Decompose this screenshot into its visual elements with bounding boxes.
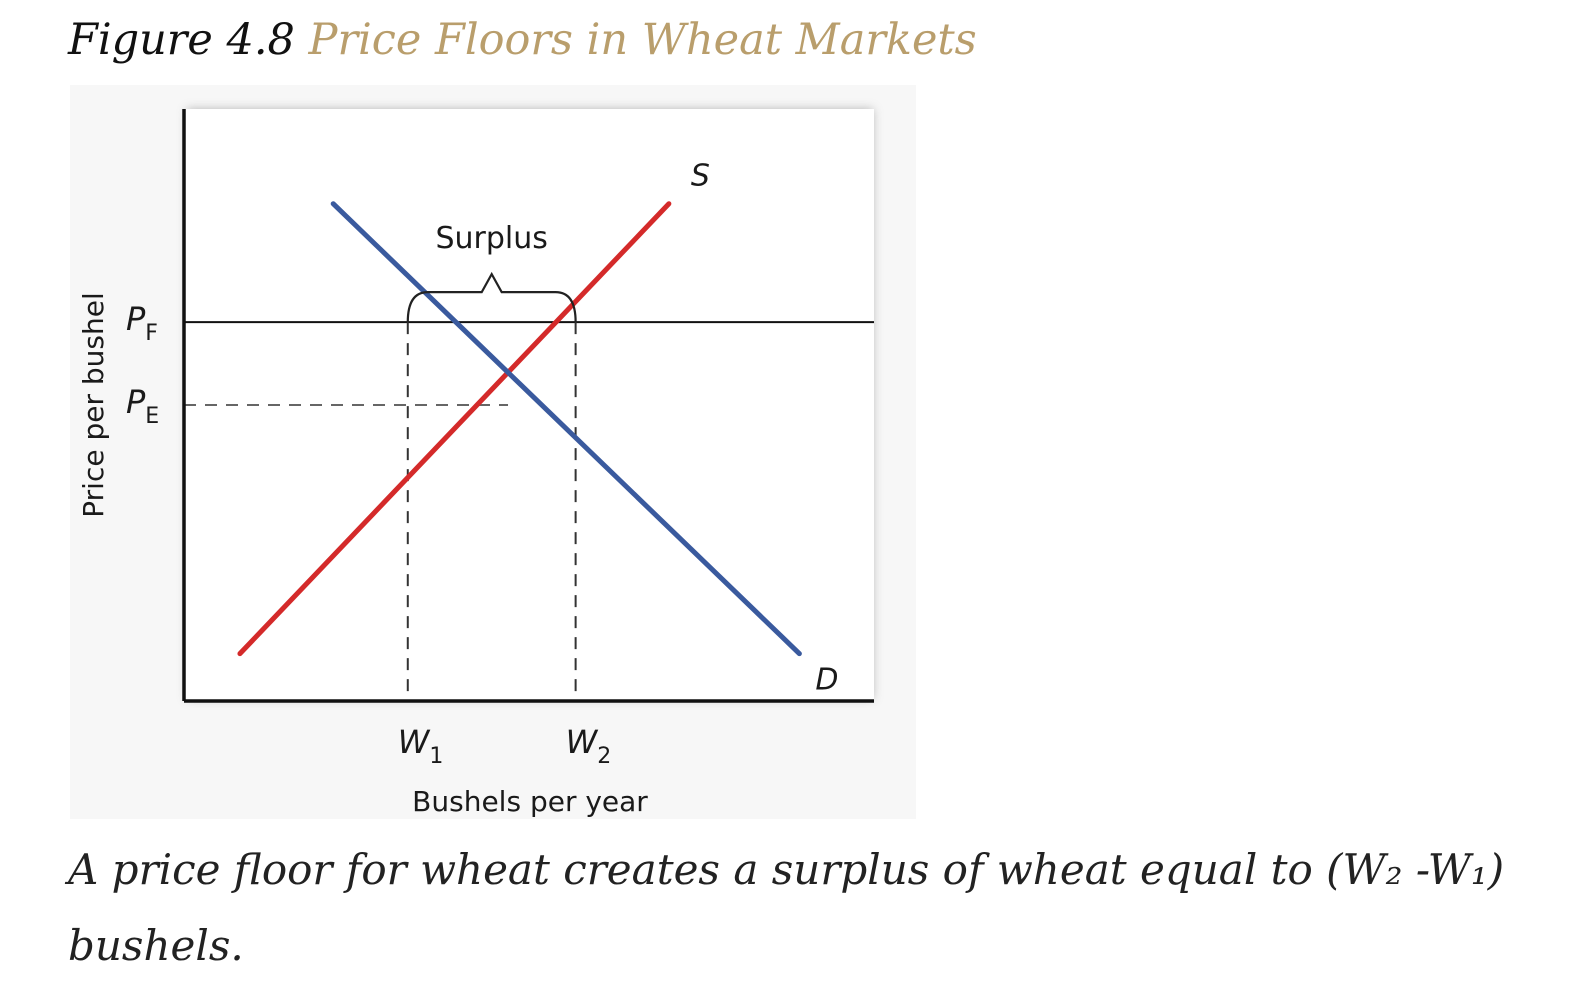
x-tick-label-w2: W2 — [566, 723, 612, 769]
surplus-brace — [406, 271, 577, 323]
y-tick-label-pf: PF — [126, 300, 158, 346]
x-tick-label-w1: W1 — [398, 723, 444, 769]
x-axis-label: Bushels per year — [412, 785, 648, 818]
y-axis-label: Price per bushel — [77, 292, 110, 517]
figure-caption: A price floor for wheat creates a surplu… — [68, 845, 1505, 970]
figure-heading: Figure 4.8 Price Floors in Wheat Markets — [68, 8, 977, 72]
y-tick-label-pe: PE — [126, 383, 159, 429]
price-floor-chart: PF PE W1 W2 S D Surplus Price per bushel Bus… — [77, 109, 874, 818]
figure-title: Price Floors in Wheat Markets — [308, 15, 977, 65]
surplus-label: Surplus — [435, 221, 547, 256]
demand-curve-label: D — [815, 663, 838, 698]
demand-curve — [330, 201, 802, 657]
chart-panel: PF PE W1 W2 S D Surplus Price per bushel Bus… — [70, 85, 916, 819]
plot-area — [184, 109, 874, 701]
supply-curve-label: S — [691, 159, 710, 194]
supply-curve — [237, 201, 672, 657]
figure-number: Figure 4.8 — [68, 15, 295, 65]
